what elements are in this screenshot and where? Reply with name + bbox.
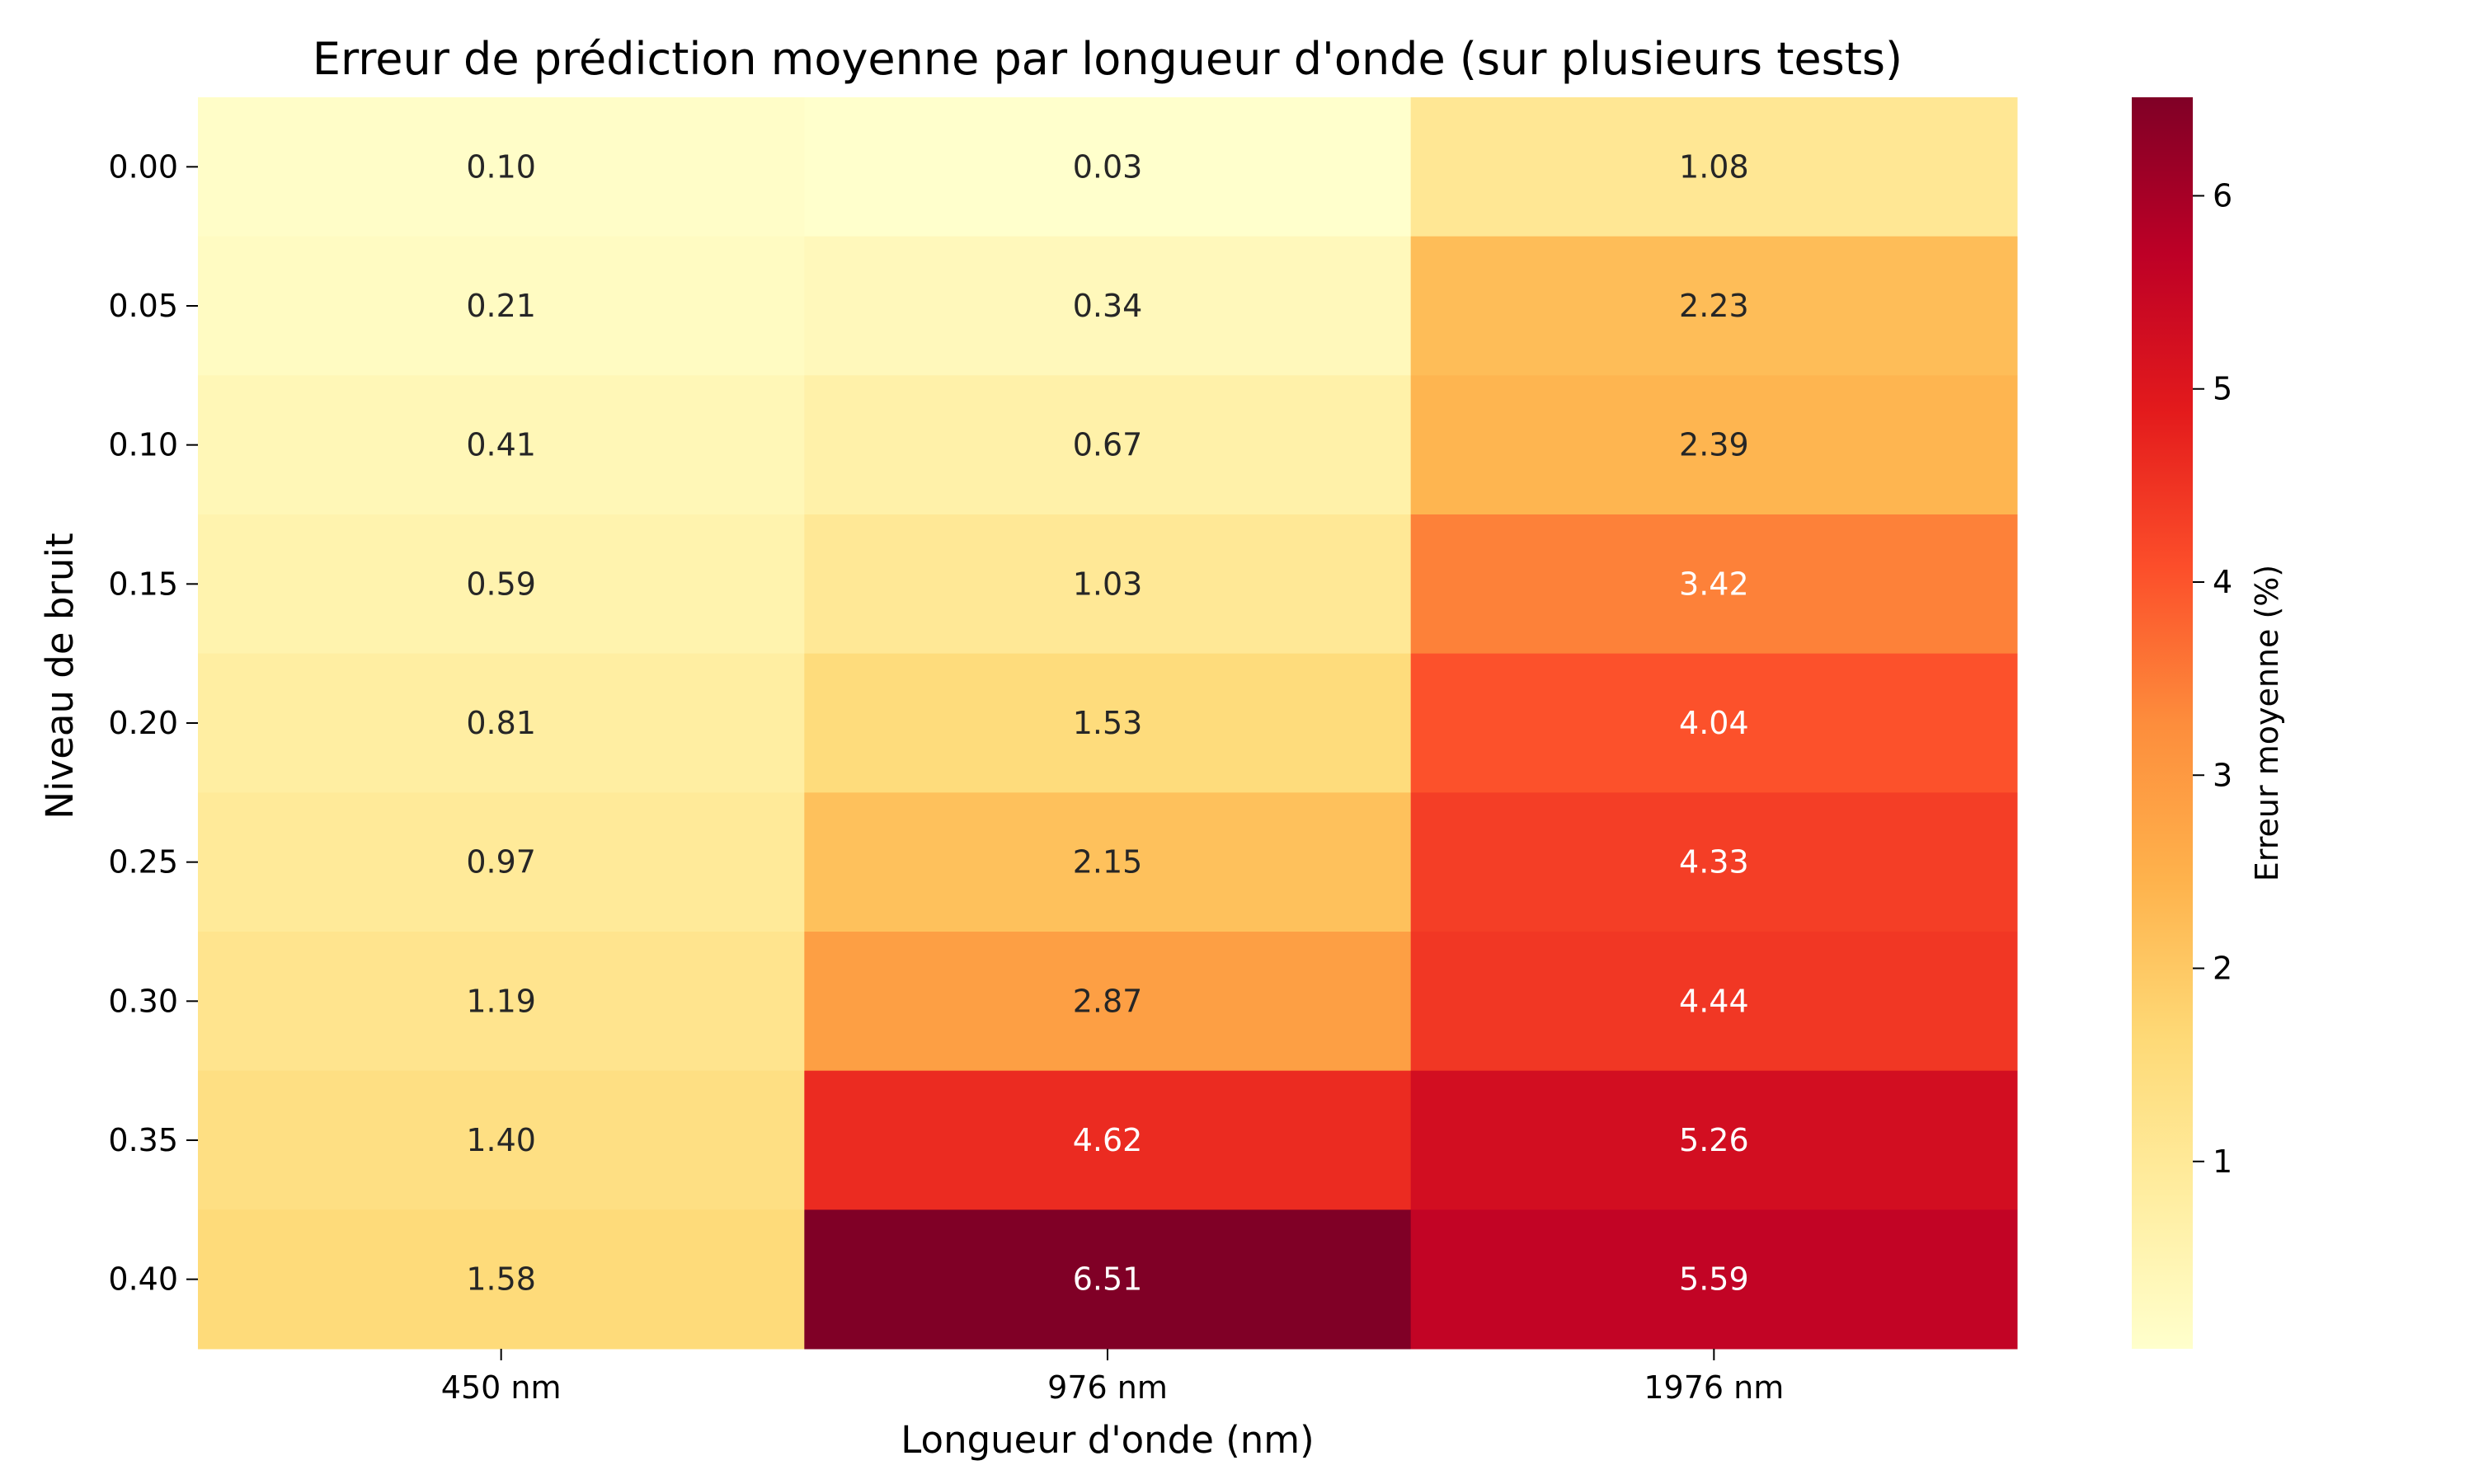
- heatmap-cell: [804, 932, 1412, 1072]
- heatmap-cell: [1410, 792, 2018, 932]
- y-axis-ticks: 0.00 0.05 0.10 0.15 0.20 0.25 0.30 0.35 0.40: [108, 148, 198, 1298]
- cell-value-label: 0.81: [466, 705, 536, 741]
- heatmap-cell: [1410, 653, 2018, 793]
- heatmap-cell: [198, 375, 805, 515]
- y-tick-label: 0.25: [108, 844, 178, 881]
- cell-value-label: 0.67: [1073, 427, 1143, 463]
- heatmap-cell: [804, 1209, 1412, 1350]
- colorbar-label: Erreur moyenne (%): [2249, 565, 2285, 881]
- cell-value-label: 0.34: [1073, 288, 1143, 324]
- cell-value-label: 4.04: [1679, 705, 1749, 741]
- cell-value-label: 0.59: [466, 566, 536, 602]
- heatmap-cell: [804, 514, 1412, 655]
- colorbar-tick-label: 2: [2213, 951, 2232, 987]
- heatmap-cell: [1410, 375, 2018, 515]
- cell-value-label: 1.58: [466, 1261, 536, 1298]
- cell-value-label: 1.19: [466, 983, 536, 1019]
- cell-value-label: 2.23: [1679, 288, 1749, 324]
- y-tick-label: 0.35: [108, 1122, 178, 1158]
- heatmap-cell: [804, 1070, 1412, 1210]
- heatmap-cell: [198, 792, 805, 932]
- y-tick-label: 0.30: [108, 983, 178, 1019]
- cell-value-label: 0.41: [466, 427, 536, 463]
- cell-value-label: 6.51: [1073, 1261, 1143, 1298]
- heatmap-cell: [198, 236, 805, 376]
- heatmap-cell: [1410, 514, 2018, 655]
- y-tick-label: 0.05: [108, 288, 178, 324]
- x-axis-label: Longueur d'onde (nm): [901, 1418, 1314, 1462]
- heatmap-cell: [198, 653, 805, 793]
- cell-value-label: 4.33: [1679, 844, 1749, 881]
- cell-value-label: 0.21: [466, 288, 536, 324]
- heatmap-cell: [198, 1070, 805, 1210]
- cell-value-label: 2.87: [1073, 983, 1143, 1019]
- colorbar: [2132, 97, 2193, 1349]
- cell-value-label: 3.42: [1679, 566, 1749, 602]
- y-tick-label: 0.10: [108, 427, 178, 463]
- heatmap-cell: [804, 792, 1412, 932]
- y-tick-label: 0.20: [108, 705, 178, 741]
- x-tick-label: 1976 nm: [1644, 1369, 1784, 1406]
- cell-value-label: 5.26: [1679, 1122, 1749, 1158]
- cell-value-label: 0.10: [466, 148, 536, 185]
- colorbar-tick-label: 5: [2213, 371, 2232, 407]
- cell-value-label: 1.03: [1073, 566, 1143, 602]
- heatmap-cell: [804, 375, 1412, 515]
- cell-value-label: 2.39: [1679, 427, 1749, 463]
- heatmap-cell: [1410, 932, 2018, 1072]
- x-tick-label: 450 nm: [441, 1369, 562, 1406]
- heatmap-cell: [198, 514, 805, 655]
- x-tick-label: 976 nm: [1047, 1369, 1168, 1406]
- heatmap-cell: [198, 932, 805, 1072]
- colorbar-ticks: 1 2 3 4 5 6: [2193, 177, 2232, 1180]
- x-axis-ticks: 450 nm 976 nm 1976 nm: [441, 1349, 1784, 1406]
- colorbar-tick-label: 1: [2213, 1144, 2232, 1180]
- y-tick-label: 0.40: [108, 1261, 178, 1298]
- colorbar-tick-label: 6: [2213, 177, 2232, 214]
- y-axis-label: Niveau de bruit: [38, 533, 82, 819]
- cell-value-label: 0.03: [1073, 148, 1143, 185]
- heatmap-cell: [804, 653, 1412, 793]
- heatmap-cell: [198, 1209, 805, 1350]
- heatmap-cell: [198, 97, 805, 237]
- cell-value-label: 4.44: [1679, 983, 1749, 1019]
- cell-value-label: 2.15: [1073, 844, 1143, 881]
- heatmap-cells: 0.10 0.03 1.08 0.21 0.34 2.23 0.41 0.67 2.39 0.59…: [198, 97, 2018, 1350]
- heatmap-cell: [1410, 1209, 2018, 1350]
- y-tick-label: 0.15: [108, 566, 178, 602]
- cell-value-label: 1.40: [466, 1122, 536, 1158]
- heatmap-cell: [804, 97, 1412, 237]
- heatmap-cell: [1410, 97, 2018, 237]
- cell-value-label: 5.59: [1679, 1261, 1749, 1298]
- heatmap-cell: [1410, 236, 2018, 376]
- colorbar-tick-label: 3: [2213, 757, 2232, 793]
- cell-value-label: 1.53: [1073, 705, 1143, 741]
- colorbar-tick-label: 4: [2213, 564, 2232, 600]
- chart-title: Erreur de prédiction moyenne par longueu…: [313, 33, 1903, 85]
- heatmap-cell: [1410, 1070, 2018, 1210]
- cell-value-label: 1.08: [1679, 148, 1749, 185]
- cell-value-label: 4.62: [1073, 1122, 1143, 1158]
- heatmap-cell: [804, 236, 1412, 376]
- y-tick-label: 0.00: [108, 148, 178, 185]
- cell-value-label: 0.97: [466, 844, 536, 881]
